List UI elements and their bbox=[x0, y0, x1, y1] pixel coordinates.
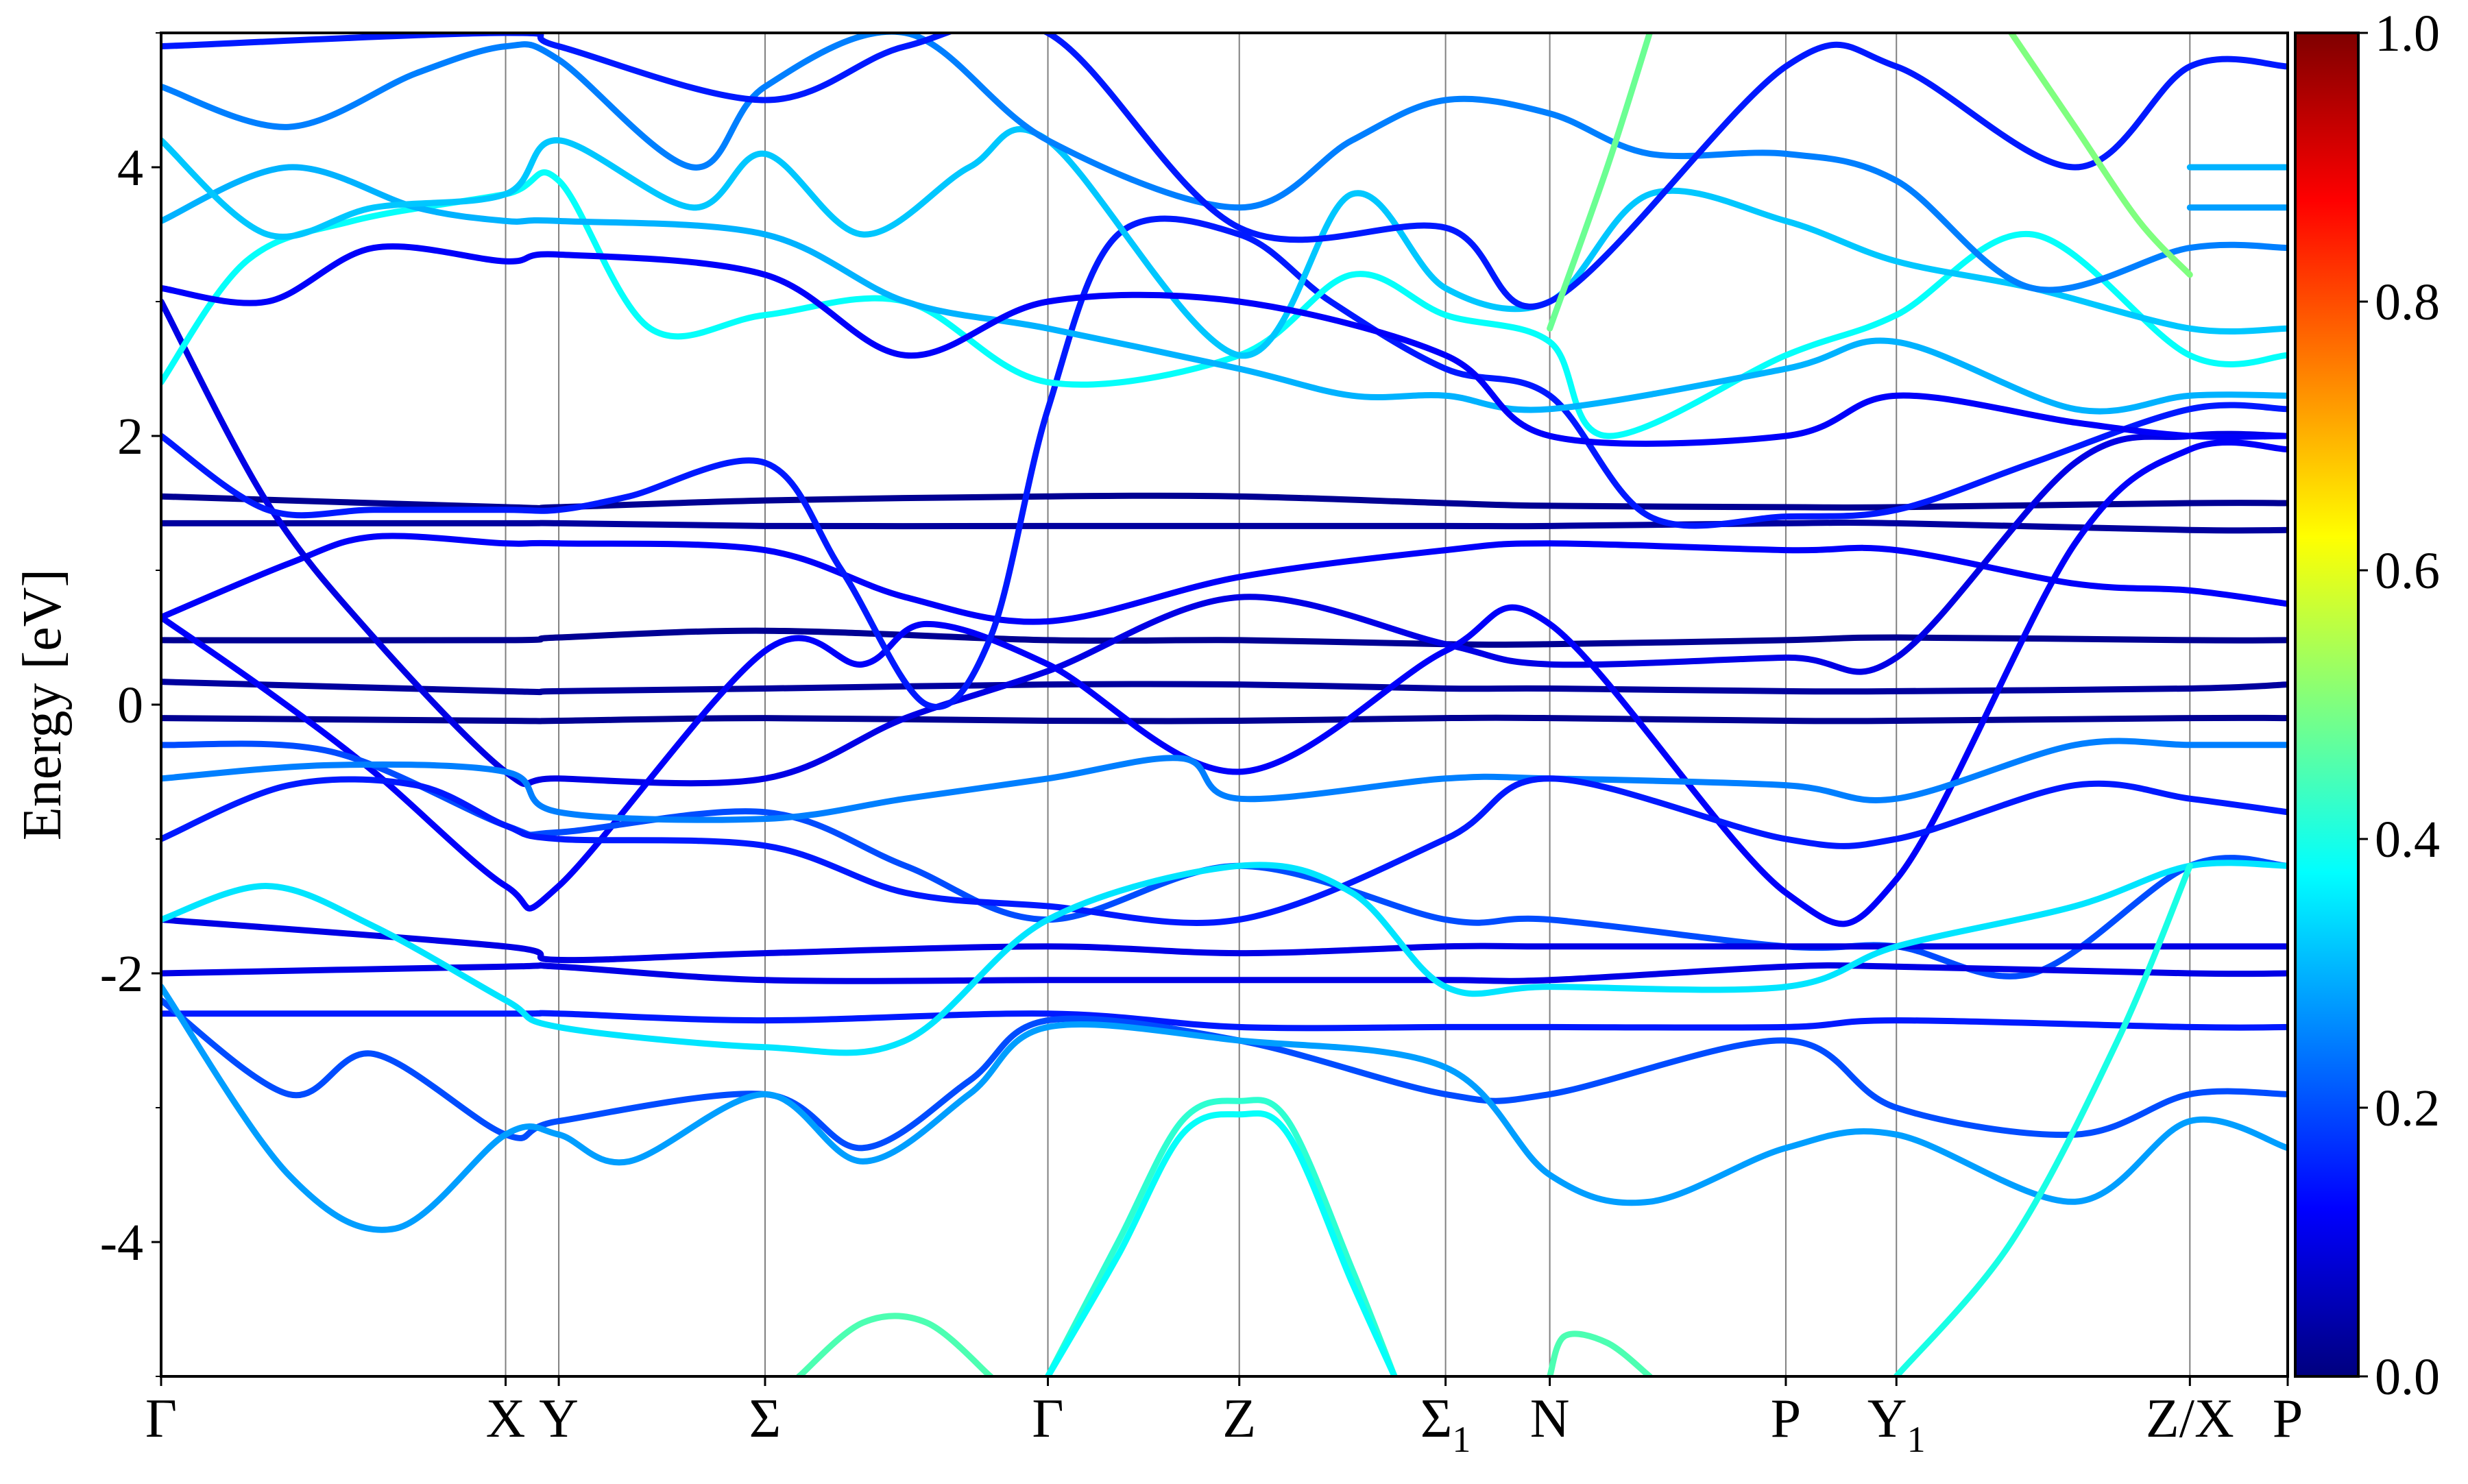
colorbar-tick-label: 0.6 bbox=[2375, 542, 2440, 600]
y-axis-ticks: -4 -2 0 2 4 bbox=[100, 32, 161, 1377]
band-line bbox=[161, 33, 2288, 293]
k-point-label: Y bbox=[539, 1389, 579, 1449]
band-line bbox=[161, 627, 2288, 648]
colorbar-tick-label: 0.2 bbox=[2375, 1080, 2440, 1137]
band-line bbox=[161, 997, 2288, 1152]
colorbar bbox=[2294, 32, 2360, 1378]
band-line bbox=[161, 1010, 2288, 1032]
band-line bbox=[161, 243, 2288, 447]
band-line bbox=[2008, 33, 2193, 278]
k-point-label: Σ1 bbox=[1420, 1389, 1471, 1460]
k-point-label: X bbox=[486, 1389, 526, 1449]
band-line bbox=[161, 714, 2288, 725]
band-line bbox=[161, 679, 2288, 696]
colorbar-tick-label: 1.0 bbox=[2375, 5, 2440, 62]
band-line bbox=[161, 164, 2288, 415]
band-line bbox=[161, 860, 2288, 1056]
k-point-label: Σ bbox=[749, 1389, 782, 1449]
k-point-label: Z bbox=[1222, 1389, 1256, 1449]
k-point-label: N bbox=[1530, 1389, 1570, 1449]
colorbar-tick-label: 0.4 bbox=[2375, 811, 2440, 868]
band-line bbox=[161, 533, 2288, 625]
band-line bbox=[1547, 33, 1653, 332]
colorbar-ticks: 0.0 0.2 0.4 0.6 0.8 1.0 bbox=[2358, 5, 2440, 1406]
band-line bbox=[161, 984, 2288, 1233]
k-point-label: P bbox=[2273, 1389, 2303, 1449]
band-line bbox=[161, 775, 2288, 926]
y-tick-label: 0 bbox=[117, 677, 143, 734]
x-axis-kpoint-labels: Γ X Y Σ Γ Z Σ1 N P Y1 Z/X P bbox=[145, 1376, 2303, 1460]
band-line bbox=[161, 962, 2288, 984]
band-line bbox=[796, 1313, 994, 1376]
k-point-label: Γ bbox=[1032, 1389, 1063, 1449]
band-line bbox=[1547, 1330, 1653, 1376]
y-tick-label: 4 bbox=[117, 139, 143, 197]
k-point-label: P bbox=[1771, 1389, 1802, 1449]
colorbar-tick-label: 0.8 bbox=[2375, 273, 2440, 331]
band-line bbox=[161, 126, 2288, 359]
band-line bbox=[161, 298, 2288, 788]
band-lines bbox=[161, 33, 2288, 1376]
y-tick-label: -4 bbox=[100, 1214, 143, 1272]
y-tick-label: -2 bbox=[100, 945, 143, 1003]
band-line bbox=[161, 33, 2288, 310]
band-line bbox=[161, 738, 2288, 823]
colorbar-tick-label: 0.0 bbox=[2375, 1348, 2440, 1406]
k-point-label: Z/X bbox=[2146, 1389, 2234, 1449]
band-line bbox=[161, 215, 2288, 710]
y-tick-label: 2 bbox=[117, 408, 143, 465]
band-line bbox=[1045, 1110, 1398, 1376]
plot-area bbox=[161, 33, 2288, 1376]
band-line bbox=[161, 520, 2288, 534]
band-line bbox=[1045, 1097, 1398, 1376]
y-axis-label: Energy [eV] bbox=[12, 569, 73, 840]
k-point-label: Y1 bbox=[1867, 1389, 1926, 1460]
band-line bbox=[1893, 862, 2193, 1376]
k-point-label: Γ bbox=[145, 1389, 177, 1449]
